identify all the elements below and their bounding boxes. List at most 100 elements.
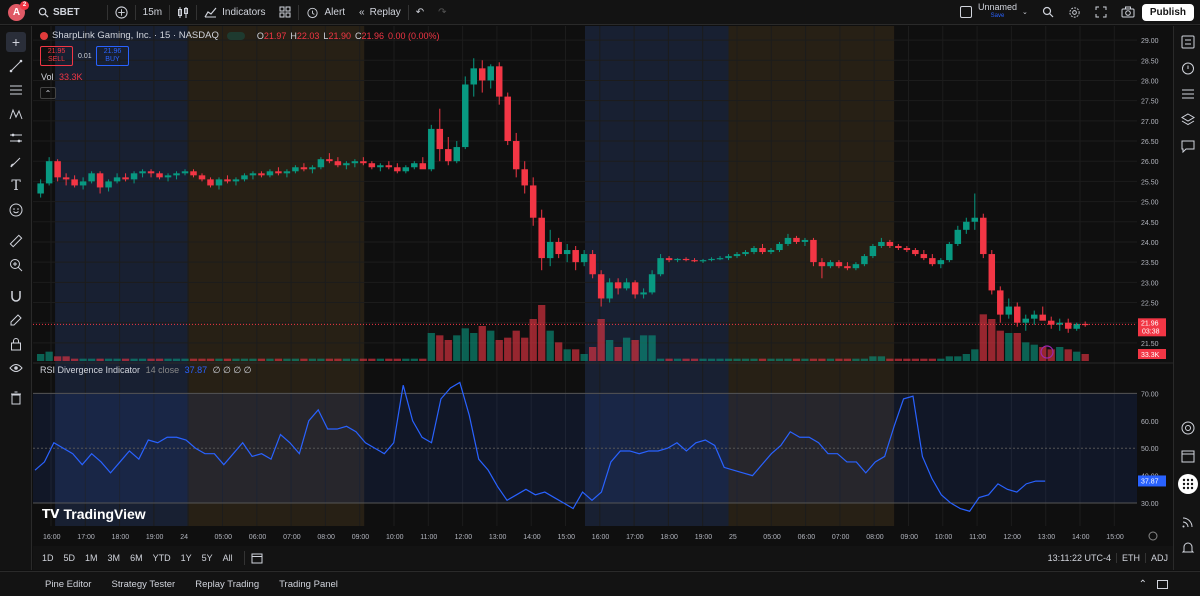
chart-pane[interactable]: 29.00 28.50 28.00 27.50 27.00 26.50 26.00 25.50… xyxy=(33,26,1173,546)
chart-type-button[interactable] xyxy=(170,0,196,25)
collapse-legend-button[interactable]: ⌃ xyxy=(40,87,56,99)
volume-bar xyxy=(240,358,249,361)
alerts-panel-button[interactable] xyxy=(1178,58,1198,78)
volume-bar xyxy=(130,358,138,361)
volume-bar xyxy=(835,358,843,361)
adjust-button[interactable]: ADJ xyxy=(1144,553,1173,563)
goto-date-button[interactable] xyxy=(251,552,263,564)
remove-drawings-tool[interactable] xyxy=(6,388,26,408)
volume-bar xyxy=(605,340,614,361)
news-stream-button[interactable] xyxy=(1178,512,1198,532)
emoji-tool[interactable] xyxy=(6,200,26,220)
price-chart[interactable]: 29.00 28.50 28.00 27.50 27.00 26.50 26.00 25.50… xyxy=(33,26,1173,546)
range-button-3m[interactable]: 3M xyxy=(107,553,121,563)
user-avatar[interactable]: A 2 xyxy=(8,0,29,21)
maximize-panel-icon[interactable] xyxy=(1157,579,1168,589)
brush-tool[interactable] xyxy=(6,152,26,172)
stay-drawing-tool[interactable] xyxy=(6,310,26,330)
candle-body xyxy=(657,258,664,275)
range-button-ytd[interactable]: YTD xyxy=(152,553,171,563)
templates-button[interactable] xyxy=(272,0,298,25)
object-tree-button[interactable] xyxy=(1178,84,1198,104)
fullscreen-button[interactable] xyxy=(1088,0,1114,25)
candle-body xyxy=(495,66,503,97)
volume-bar xyxy=(843,358,852,361)
measure-tool[interactable] xyxy=(6,231,26,251)
axis-settings-gear-icon xyxy=(1148,531,1158,541)
sell-button[interactable]: 21.95 SELL xyxy=(40,46,73,66)
candle-body xyxy=(122,177,129,180)
indicator-name[interactable]: RSI Divergence Indicator xyxy=(40,365,141,375)
hide-drawings-tool[interactable] xyxy=(6,358,26,378)
interval-button[interactable]: 15m xyxy=(142,6,163,18)
snapshot-button[interactable] xyxy=(1114,0,1142,25)
volume-bar xyxy=(792,358,801,361)
layout-menu[interactable]: Unnamed Save ⌄ xyxy=(953,0,1035,25)
candle-body xyxy=(674,258,681,261)
range-button-all[interactable]: All xyxy=(222,553,233,563)
volume-bar xyxy=(266,358,274,361)
crosshair-tool[interactable]: + xyxy=(6,32,26,52)
volume-bar xyxy=(690,358,699,361)
volume-bar xyxy=(809,358,818,361)
range-button-6m[interactable]: 6M xyxy=(130,553,143,563)
alert-button[interactable]: Alert xyxy=(299,0,352,25)
buy-button[interactable]: 21.96 BUY xyxy=(96,46,129,66)
data-window-button[interactable] xyxy=(1178,110,1198,130)
price-axis-label: 23.00 xyxy=(1141,280,1159,287)
range-button-1d[interactable]: 1D xyxy=(42,553,54,563)
pattern-tool[interactable] xyxy=(6,104,26,124)
quick-search-button[interactable] xyxy=(1035,0,1061,25)
notifications-button[interactable] xyxy=(1178,538,1198,558)
candle-body xyxy=(648,274,656,293)
chevron-up-icon[interactable]: ⌃ xyxy=(1138,578,1147,590)
undo-button[interactable]: ↶ xyxy=(409,0,431,25)
range-button-5y[interactable]: 5Y xyxy=(201,553,213,563)
candle-body xyxy=(292,167,299,172)
smiley-icon xyxy=(9,203,23,217)
time-axis-label: 15:00 xyxy=(558,534,576,541)
volume-bar xyxy=(801,358,809,361)
chat-button[interactable] xyxy=(1178,136,1198,156)
trading-button[interactable] xyxy=(1178,418,1198,438)
fib-tool[interactable] xyxy=(6,80,26,100)
panel-tab-replay-trading[interactable]: Replay Trading xyxy=(195,578,260,590)
sell-price: 21.95 xyxy=(47,48,66,55)
redo-button[interactable]: ↷ xyxy=(431,0,453,25)
series-title[interactable]: SharpLink Gaming, Inc. · 15 · NASDAQ xyxy=(52,30,219,41)
publish-button[interactable]: Publish xyxy=(1141,3,1194,21)
volume-bar xyxy=(648,335,656,361)
session-button[interactable]: ETH xyxy=(1115,553,1145,563)
clock-timezone[interactable]: 13:11:22 UTC-4 xyxy=(1047,553,1111,563)
volume-bar xyxy=(419,358,427,361)
trendline-tool[interactable] xyxy=(6,56,26,76)
volume-bar xyxy=(478,326,486,361)
symbol-search[interactable]: SBET xyxy=(31,0,87,25)
range-button-1m[interactable]: 1M xyxy=(85,553,98,563)
lock-drawings-tool[interactable] xyxy=(6,334,26,354)
magnet-tool[interactable] xyxy=(6,286,26,306)
avatar-letter: A xyxy=(12,6,21,18)
panel-tab-strategy-tester[interactable]: Strategy Tester xyxy=(111,578,176,590)
candle-body xyxy=(912,250,919,255)
settings-button[interactable] xyxy=(1061,0,1088,25)
calendar-button[interactable] xyxy=(1178,446,1198,466)
volume-bar xyxy=(232,358,240,361)
watchlist-button[interactable] xyxy=(1178,32,1198,52)
panel-tab-trading-panel[interactable]: Trading Panel xyxy=(279,578,338,590)
volume-bar xyxy=(996,330,1004,361)
apps-button[interactable] xyxy=(1178,474,1198,494)
price-axis-label: 24.00 xyxy=(1141,240,1159,247)
candle-body xyxy=(946,243,953,261)
zoom-tool[interactable] xyxy=(6,255,26,275)
compare-button[interactable] xyxy=(108,0,135,25)
prediction-tool[interactable] xyxy=(6,128,26,148)
indicators-button[interactable]: Indicators xyxy=(197,0,272,25)
range-button-1y[interactable]: 1Y xyxy=(180,553,192,563)
volume-bar xyxy=(869,356,877,361)
panel-tab-pine-editor[interactable]: Pine Editor xyxy=(45,578,92,590)
replay-button[interactable]: « Replay xyxy=(352,0,408,25)
time-axis-label: 05:00 xyxy=(215,534,233,541)
range-button-5d[interactable]: 5D xyxy=(63,553,76,563)
text-tool[interactable]: T xyxy=(6,176,26,196)
